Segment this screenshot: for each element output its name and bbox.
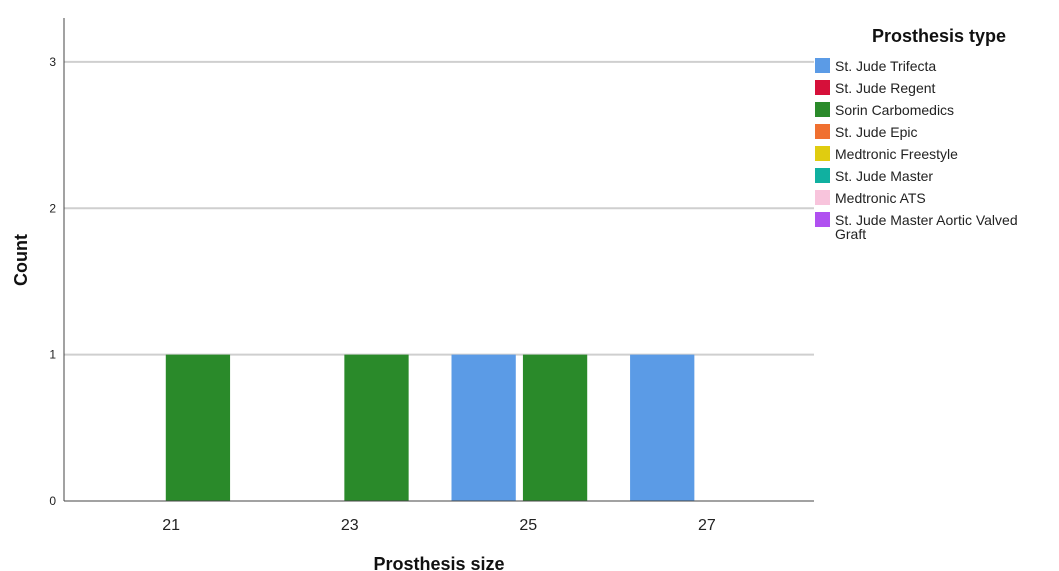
x-tick-labels: 21 23 25 27 [162,517,716,534]
bar [630,354,695,501]
legend-swatch [815,190,830,205]
bar [165,354,231,501]
legend-label: St. Jude Regent [835,80,936,96]
legend-label: Medtronic ATS [835,190,926,206]
legend-swatch [815,124,830,139]
y-tick-labels: 0 1 2 3 [49,55,56,508]
legend-swatch [815,212,830,227]
y-tick-label: 3 [49,55,56,69]
legend-swatch [815,146,830,161]
x-tick-label: 23 [341,517,359,534]
legend-label: St. Jude Epic [835,124,918,140]
y-axis-title: Count [11,234,31,286]
y-tick-label: 2 [49,201,56,215]
legend-label: St. Jude Master [835,168,933,184]
legend-swatch [815,102,830,117]
legend-swatch [815,80,830,95]
y-tick-label: 0 [49,494,56,508]
x-tick-label: 21 [162,517,180,534]
legend-swatch [815,168,830,183]
legend-items: St. Jude Trifecta St. Jude Regent Sorin Ca… [815,58,1018,242]
legend-label: St. Jude Trifecta [835,58,936,74]
x-tick-label: 25 [519,517,537,534]
grid-lines [64,60,814,356]
bar [522,354,588,501]
x-axis-title: Prosthesis size [373,554,504,571]
bar [451,354,516,501]
axes [63,18,814,502]
y-tick-label: 1 [49,348,56,362]
legend-label: St. Jude Master Aortic Valved Graft [835,212,1018,242]
bars [165,354,695,501]
legend-label: Medtronic Freestyle [835,146,958,162]
legend-swatch [815,58,830,73]
x-tick-label: 27 [698,517,716,534]
legend-label: Sorin Carbomedics [835,102,954,118]
legend-title: Prosthesis type [872,26,1006,46]
bar [344,354,409,501]
